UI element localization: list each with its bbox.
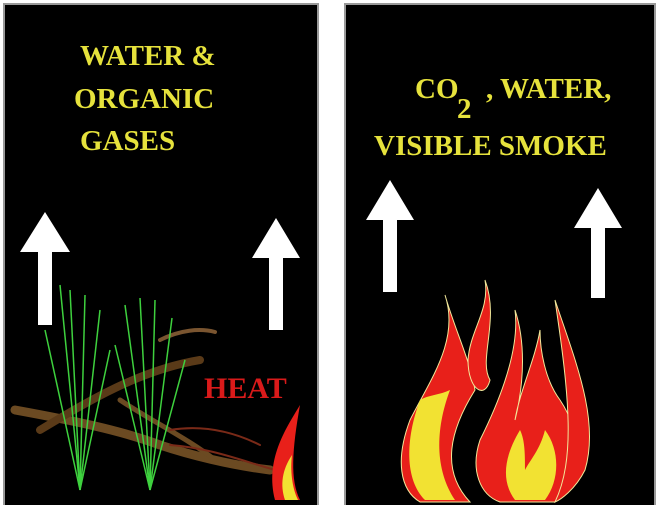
flame (272, 405, 300, 500)
up-arrow (252, 218, 300, 330)
up-arrow (574, 188, 622, 298)
grass (44, 284, 186, 491)
heat-label: HEAT (204, 372, 287, 405)
branches (10, 328, 276, 475)
label-text: , WATER, (486, 73, 611, 105)
up-arrow (366, 180, 414, 292)
formula: CO (415, 73, 459, 105)
left-panel: WATER & ORGANIC GASES HEAT (3, 3, 319, 505)
label-line: WATER & (80, 40, 216, 72)
subscript: 2 (457, 93, 472, 125)
label-line: GASES (80, 125, 175, 157)
flame-cores (409, 390, 557, 500)
flame-core (282, 455, 298, 500)
right-panel: CO 2 , WATER, VISIBLE SMOKE (344, 3, 656, 505)
label-text: VISIBLE SMOKE (374, 130, 607, 162)
label-line: ORGANIC (74, 83, 214, 115)
up-arrow (20, 212, 70, 325)
